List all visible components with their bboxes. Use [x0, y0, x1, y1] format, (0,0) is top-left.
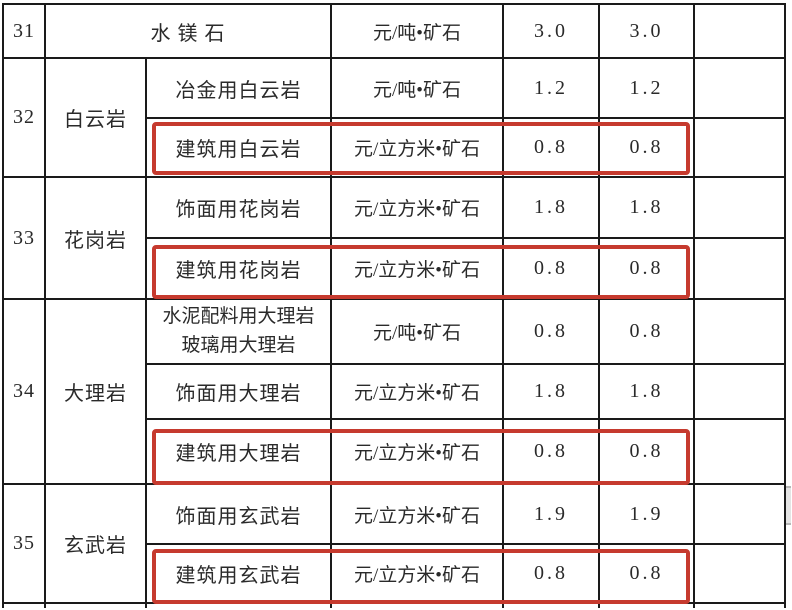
rate-value-cell: 1.8 — [598, 176, 695, 239]
table-row: 31 水 镁 石 元/吨•矿石 3.0 3.0 — [2, 3, 786, 59]
rate-value-cell: 0.8 — [502, 418, 600, 485]
unit-cell: 元/吨•矿石 — [330, 57, 504, 119]
row-number-cell: 34 — [2, 298, 46, 485]
empty-cell — [598, 602, 695, 608]
rate-value-cell: 0.8 — [598, 543, 695, 604]
mineral-name-cell: 建筑用玄武岩 — [145, 543, 332, 604]
rate-value-cell: 1.8 — [502, 176, 600, 239]
empty-cell — [693, 3, 786, 59]
mineral-name-cell: 建筑用花岗岩 — [145, 237, 332, 300]
empty-cell — [502, 602, 600, 608]
mineral-name-cell: 水 镁 石 — [44, 3, 332, 59]
empty-cell — [693, 363, 786, 420]
empty-cell — [693, 298, 786, 365]
row-number-cell: 31 — [2, 3, 46, 59]
table-row-highlighted: 建筑用白云岩 元/立方米•矿石 0.8 0.8 — [3, 117, 786, 178]
table-row-highlighted: 建筑用玄武岩 元/立方米•矿石 0.8 0.8 — [3, 543, 786, 604]
rate-value-cell: 1.2 — [502, 57, 600, 119]
unit-cell: 元/吨•矿石 — [330, 3, 504, 59]
unit-cell: 元/立方米•矿石 — [330, 237, 504, 300]
rate-value-cell: 3.0 — [598, 3, 695, 59]
empty-cell — [44, 602, 147, 608]
mineral-category-cell: 玄武岩 — [44, 483, 147, 604]
mineral-name-cell: 冶金用白云岩 — [145, 57, 332, 119]
empty-cell — [693, 483, 786, 545]
table-row-partial — [2, 602, 786, 608]
empty-cell — [693, 176, 786, 239]
rate-value-cell: 1.9 — [502, 483, 600, 545]
empty-cell — [693, 543, 786, 604]
table-row: 饰面用大理岩 元/立方米•矿石 1.8 1.8 — [3, 363, 786, 420]
rate-value-cell: 1.2 — [598, 57, 695, 119]
table-row: 35 玄武岩 饰面用玄武岩 元/立方米•矿石 1.9 1.9 — [2, 483, 786, 604]
mineral-name-line1: 水泥配料用大理岩 — [162, 306, 315, 327]
row-number-cell: 32 — [2, 57, 46, 178]
rate-value-cell: 1.9 — [598, 483, 695, 545]
table-row: 33 花岗岩 饰面用花岗岩 元/立方米•矿石 1.8 1.8 — [2, 176, 786, 300]
rate-value-cell: 0.8 — [598, 298, 695, 365]
mineral-name-cell: 饰面用花岗岩 — [145, 176, 332, 239]
mineral-name-cell: 饰面用大理岩 — [145, 363, 332, 420]
mineral-name-cell: 建筑用白云岩 — [145, 117, 332, 178]
unit-cell: 元/吨•矿石 — [330, 298, 504, 365]
rate-value-cell: 0.8 — [598, 117, 695, 178]
empty-cell — [693, 117, 786, 178]
empty-cell — [693, 57, 786, 119]
rate-value-cell: 0.8 — [502, 543, 600, 604]
empty-cell — [145, 602, 332, 608]
rate-value-cell: 0.8 — [598, 418, 695, 485]
unit-cell: 元/立方米•矿石 — [330, 418, 504, 485]
mineral-name-line2: 玻璃用大理岩 — [181, 334, 296, 356]
empty-cell — [693, 418, 786, 485]
rate-value-cell: 1.8 — [502, 363, 600, 420]
rate-value-cell: 0.8 — [598, 237, 695, 300]
row-number-cell: 35 — [2, 483, 46, 604]
empty-cell — [693, 237, 786, 300]
row-number-cell: 33 — [2, 176, 46, 300]
unit-cell: 元/立方米•矿石 — [330, 483, 504, 545]
rate-value-cell: 1.8 — [598, 363, 695, 420]
rate-value-cell: 0.8 — [502, 117, 600, 178]
empty-cell — [693, 602, 786, 608]
unit-cell: 元/立方米•矿石 — [330, 363, 504, 420]
rate-value-cell: 0.8 — [502, 237, 600, 300]
table-row: 34 大理岩 水泥配料用大理岩 玻璃用大理岩 元/吨•矿石 0.8 0.8 — [2, 298, 786, 485]
scrollbar-thumb[interactable] — [786, 486, 791, 525]
mineral-category-cell: 白云岩 — [44, 57, 147, 178]
mineral-category-cell: 花岗岩 — [44, 176, 147, 300]
empty-cell — [2, 602, 46, 608]
empty-cell — [330, 602, 504, 608]
table-row: 32 白云岩 冶金用白云岩 元/吨•矿石 1.2 1.2 — [2, 57, 786, 178]
unit-cell: 元/立方米•矿石 — [330, 176, 504, 239]
mineral-name-cell: 建筑用大理岩 — [145, 418, 332, 485]
rate-value-cell: 0.8 — [502, 298, 600, 365]
mineral-tax-rate-table: 31 水 镁 石 元/吨•矿石 3.0 3.0 32 白云岩 冶金用白云岩 元/… — [2, 3, 786, 608]
mineral-name-cell: 饰面用玄武岩 — [145, 483, 332, 545]
mineral-category-cell: 大理岩 — [44, 298, 147, 485]
mineral-name-cell: 水泥配料用大理岩 玻璃用大理岩 — [145, 298, 332, 365]
rate-value-cell: 3.0 — [502, 3, 600, 59]
unit-cell: 元/立方米•矿石 — [330, 543, 504, 604]
unit-cell: 元/立方米•矿石 — [330, 117, 504, 178]
